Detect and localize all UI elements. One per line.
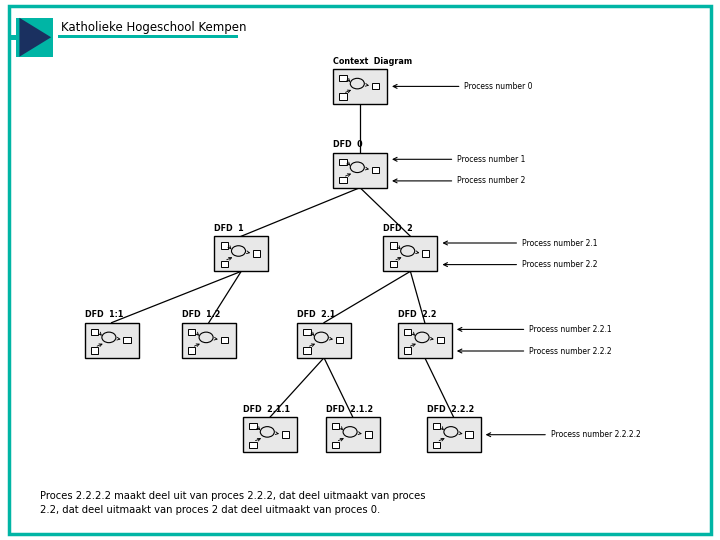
Bar [340, 159, 346, 165]
Bar [397, 322, 452, 357]
Text: Process number 0: Process number 0 [393, 82, 533, 91]
Bar [405, 347, 411, 354]
Bar [10, 35, 19, 39]
Bar [85, 322, 138, 357]
Bar [372, 166, 379, 173]
Bar [304, 347, 310, 354]
Bar [250, 442, 256, 448]
Bar [333, 423, 339, 429]
Bar [58, 35, 238, 38]
Bar [16, 18, 53, 57]
Text: DFD  2.1.2: DFD 2.1.2 [325, 405, 373, 414]
Bar [336, 337, 343, 343]
Text: Process number 2: Process number 2 [393, 177, 526, 185]
Text: Process number 2.2.2: Process number 2.2.2 [458, 347, 612, 355]
Bar [390, 242, 397, 248]
Bar [304, 329, 310, 335]
Bar [220, 242, 228, 248]
Text: DFD  2.1.1: DFD 2.1.1 [243, 405, 290, 414]
Bar [390, 261, 397, 267]
Text: Process number 2.1: Process number 2.1 [444, 239, 598, 247]
Text: DFD  1.2: DFD 1.2 [181, 310, 220, 320]
Text: DFD  0: DFD 0 [333, 140, 363, 149]
Text: DFD  2.2.2: DFD 2.2.2 [426, 405, 474, 414]
Bar [433, 442, 440, 448]
Bar [333, 69, 387, 104]
Bar [124, 337, 130, 343]
Bar [383, 237, 438, 271]
Bar [333, 152, 387, 187]
Text: DFD  2.2: DFD 2.2 [397, 310, 436, 320]
Bar [405, 329, 411, 335]
Bar [243, 417, 297, 453]
Bar [364, 431, 372, 437]
Bar [250, 423, 256, 429]
Bar [433, 423, 440, 429]
Bar [372, 83, 379, 89]
Text: DFD  2: DFD 2 [383, 224, 413, 233]
Bar [220, 261, 228, 267]
Bar [325, 417, 380, 453]
Bar [436, 337, 444, 343]
Bar [91, 347, 98, 354]
Text: Process number 2.2: Process number 2.2 [444, 260, 598, 269]
Text: DFD  1:1: DFD 1:1 [85, 310, 123, 320]
Text: Context  Diagram: Context Diagram [333, 57, 412, 65]
Bar [181, 322, 236, 357]
Bar [426, 417, 481, 453]
Bar [282, 431, 289, 437]
Bar [422, 250, 429, 256]
Bar [220, 337, 228, 343]
Text: Katholieke Hogeschool Kempen: Katholieke Hogeschool Kempen [61, 21, 247, 33]
Bar [188, 329, 195, 335]
Text: Process number 1: Process number 1 [393, 155, 526, 164]
Bar [340, 93, 346, 100]
Bar [340, 177, 346, 184]
Bar [91, 329, 98, 335]
Bar [333, 442, 339, 448]
Text: Proces 2.2.2.2 maakt deel uit van proces 2.2.2, dat deel uitmaakt van proces
2.2: Proces 2.2.2.2 maakt deel uit van proces… [40, 491, 425, 515]
Bar [297, 322, 351, 357]
Text: Process number 2.2.1: Process number 2.2.1 [458, 325, 612, 334]
Bar [188, 347, 195, 354]
Bar [465, 431, 472, 437]
Text: DFD  2.1: DFD 2.1 [297, 310, 336, 320]
Bar [253, 250, 260, 256]
Bar [340, 75, 346, 81]
Bar [215, 237, 269, 271]
Text: DFD  1: DFD 1 [215, 224, 244, 233]
Text: Process number 2.2.2.2: Process number 2.2.2.2 [487, 430, 641, 439]
Polygon shape [19, 18, 51, 57]
